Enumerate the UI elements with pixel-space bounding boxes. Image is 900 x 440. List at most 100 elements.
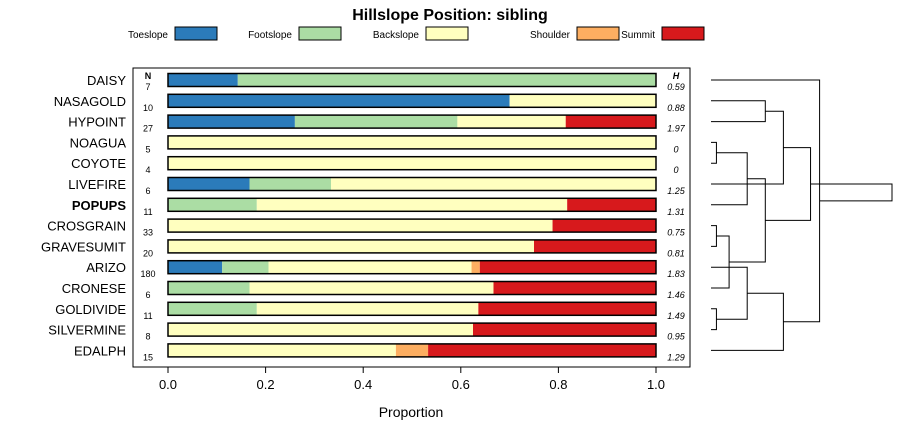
bar-segment-backslope	[168, 343, 396, 357]
bar-segment-backslope	[168, 239, 534, 253]
bar-segment-summit	[479, 260, 656, 274]
h-value: 0.75	[667, 228, 686, 238]
bar-segment-toeslope	[168, 115, 295, 129]
h-value: 0.59	[667, 82, 685, 92]
bar-segment-summit	[567, 198, 656, 212]
bar-segment-summit	[493, 281, 656, 295]
row-label-nasagold: NASAGOLD	[54, 94, 126, 109]
h-value: 1.49	[667, 311, 685, 321]
bar-segment-toeslope	[168, 260, 223, 274]
bar-segment-backslope	[256, 198, 568, 212]
bar-segment-shoulder	[395, 343, 429, 357]
bar-segment-shoulder	[471, 260, 480, 274]
h-value: 1.25	[667, 186, 686, 196]
plot-frame	[132, 67, 691, 368]
bar-segment-backslope	[509, 94, 656, 108]
row-label-gravesumit: GRAVESUMIT	[41, 239, 126, 254]
bar-outline	[167, 218, 657, 233]
bar-segment-footslope	[222, 260, 269, 274]
legend-label-shoulder: Shoulder	[530, 30, 571, 41]
bar-segment-toeslope	[168, 94, 510, 108]
bar-outline	[167, 93, 657, 109]
n-value: 11	[143, 207, 152, 217]
bar-segment-backslope	[256, 302, 479, 316]
n-value: 6	[145, 186, 150, 196]
row-label-daisy: DAISY	[87, 73, 126, 88]
x-tick-label: 0.8	[549, 377, 567, 392]
n-value: 11	[143, 311, 152, 321]
bar-outline	[167, 239, 657, 254]
legend-swatch-backslope	[425, 26, 469, 41]
h-value: 0	[673, 144, 678, 154]
n-value: 33	[143, 228, 153, 238]
bar-segment-toeslope	[168, 73, 238, 87]
h-header: H	[673, 71, 680, 81]
n-value: 15	[143, 352, 153, 362]
x-tick-label: 0.6	[452, 377, 470, 392]
h-value: 0.88	[667, 103, 685, 113]
n-value: 5	[145, 144, 150, 154]
dendrogram-link	[711, 308, 717, 331]
bar-segment-backslope	[268, 260, 472, 274]
bar-segment-backslope	[249, 281, 494, 295]
n-value: 180	[140, 269, 155, 279]
bar-segment-backslope	[168, 219, 553, 233]
dendrogram-link	[711, 141, 717, 164]
legend-label-footslope: Footslope	[248, 30, 292, 41]
row-label-goldivide: GOLDIVIDE	[55, 302, 126, 317]
x-tick-label: 0.0	[159, 377, 177, 392]
legend-swatch-shoulder	[576, 26, 620, 41]
row-label-hypoint: HYPOINT	[68, 115, 126, 130]
bar-segment-footslope	[168, 302, 257, 316]
row-label-noagua: NOAGUA	[70, 135, 127, 150]
row-label-popups: POPUPS	[72, 198, 127, 213]
bar-segment-backslope	[168, 323, 473, 337]
legend-swatch-footslope	[298, 26, 342, 41]
h-value: 0.95	[667, 332, 686, 342]
bar-segment-backslope	[168, 135, 656, 149]
bar-outline	[167, 114, 657, 129]
bar-segment-footslope	[168, 281, 250, 295]
bar-segment-summit	[552, 219, 656, 233]
n-value: 8	[145, 332, 150, 342]
x-tick-label: 0.4	[354, 377, 372, 392]
row-label-crosgrain: CROSGRAIN	[47, 219, 126, 234]
bar-outline	[167, 197, 657, 213]
bar-segment-backslope	[457, 115, 566, 129]
dendrogram-link	[711, 100, 766, 123]
bar-segment-footslope	[168, 198, 257, 212]
bar-segment-footslope	[294, 115, 458, 129]
bar-outline	[167, 155, 657, 171]
bar-outline	[167, 176, 657, 192]
dendrogram	[711, 79, 893, 351]
n-value: 6	[145, 290, 150, 300]
bars-group: DAISY 7 0.59 NASAGOLD 10 0.88 HYPOINT 27 1.97 NOA…	[41, 72, 686, 362]
legend-label-summit: Summit	[621, 30, 655, 41]
n-value: 10	[143, 103, 153, 113]
x-tick-label: 1.0	[647, 377, 665, 392]
row-label-silvermine: SILVERMINE	[48, 323, 126, 338]
n-value: 27	[143, 124, 153, 134]
chart-title: Hillslope Position: sibling	[352, 7, 548, 24]
x-axis: 0.0 0.2 0.4 0.6 0.8 1.0	[159, 367, 665, 392]
bar-outline	[167, 343, 657, 358]
h-value: 1.83	[667, 269, 685, 279]
bar-outline	[167, 301, 657, 317]
bar-segment-footslope	[237, 73, 656, 87]
bar-outline	[167, 280, 657, 296]
h-value: 0.81	[667, 248, 685, 258]
legend: Toeslope Footslope Backslope Shoulder Summit	[128, 26, 705, 41]
n-value: 4	[145, 165, 150, 175]
bar-segment-summit	[473, 323, 656, 337]
bar-segment-backslope	[168, 156, 656, 170]
legend-label-toeslope: Toeslope	[128, 30, 168, 41]
bar-outline	[167, 259, 657, 275]
h-value: 1.97	[667, 124, 686, 134]
h-value: 1.29	[667, 352, 685, 362]
n-header: N	[145, 71, 152, 81]
row-label-livefire: LIVEFIRE	[68, 177, 126, 192]
h-value: 1.31	[667, 207, 685, 217]
x-tick-label: 0.2	[257, 377, 275, 392]
legend-swatch-toeslope	[174, 26, 218, 41]
